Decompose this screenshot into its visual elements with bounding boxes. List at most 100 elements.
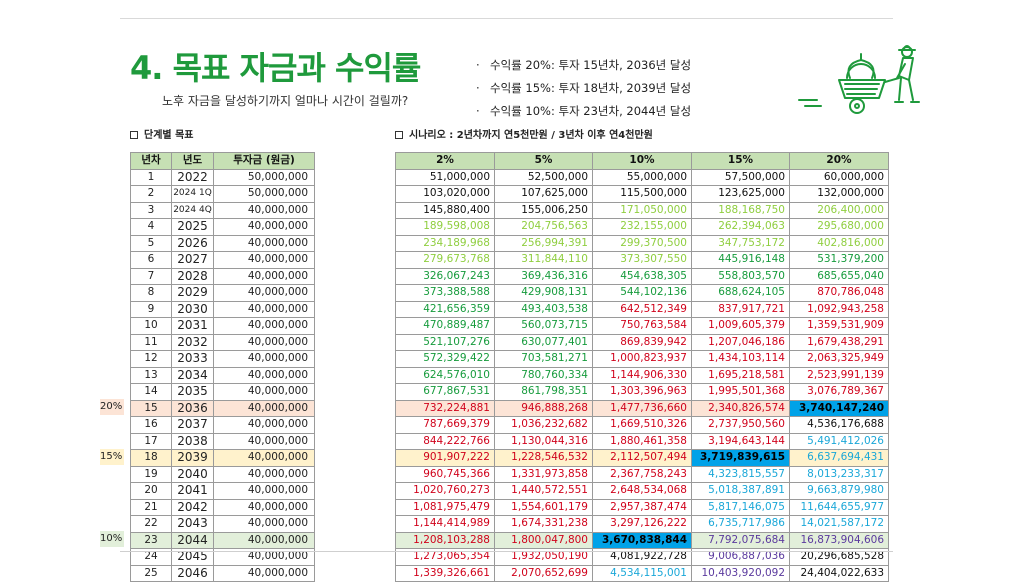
rate-marker: 20% xyxy=(100,399,124,415)
year-cell: 2036 xyxy=(171,399,214,417)
table-row: 1 2022 50,000,000 xyxy=(130,168,315,186)
table-row: 9 2030 40,000,000 xyxy=(130,300,315,318)
table-row: 521,107,276 630,077,401 869,839,942 1,207,0… xyxy=(395,333,889,351)
scenario-value-cell: 1,339,326,661 xyxy=(395,564,495,582)
table-row: 732,224,881 946,888,268 1,477,736,660 2,340… xyxy=(395,399,889,417)
table-row: 20 2041 40,000,000 xyxy=(130,482,315,500)
year-cell: 2022 xyxy=(171,168,214,186)
bullet-item: · 수익률 10%: 투자 23년차, 2044년 달성 xyxy=(476,100,691,123)
scenario-value-cell: 24,404,022,633 xyxy=(789,564,889,582)
year-cell: 2046 xyxy=(171,564,214,582)
scenario-value-cell: 1,000,823,937 xyxy=(592,350,692,368)
year-cell: 2032 xyxy=(171,333,214,351)
year-cell: 2042 xyxy=(171,498,214,516)
table-row: 12 2033 40,000,000 xyxy=(130,350,315,368)
scenario-value-cell: 123,625,000 xyxy=(691,185,790,203)
year-cell: 2038 xyxy=(171,432,214,450)
scenario-value-cell: 688,624,105 xyxy=(691,284,790,302)
scenario-value-cell: 3,670,838,844 xyxy=(592,531,692,549)
scenario-value-cell: 4,323,815,557 xyxy=(691,465,790,483)
table-row: 373,388,588 429,908,131 544,102,136 688,624… xyxy=(395,284,889,302)
scenario-value-cell: 1,207,046,186 xyxy=(691,333,790,351)
year-cell: 2028 xyxy=(171,267,214,285)
year-cell: 2033 xyxy=(171,350,214,368)
scenario-value-cell: 232,155,000 xyxy=(592,218,692,236)
scenario-value-cell: 946,888,268 xyxy=(494,399,593,417)
page-subtitle: 노후 자금을 달성하기까지 얼마나 시간이 걸릴까? xyxy=(162,94,409,108)
year-index-cell: 23 xyxy=(130,531,172,549)
principal-cell: 40,000,000 xyxy=(213,383,315,401)
bullet-dot-icon: · xyxy=(476,58,480,72)
scenario-value-cell: 204,756,563 xyxy=(494,218,593,236)
year-index-cell: 16 xyxy=(130,416,172,434)
scenario-value-cell: 454,638,305 xyxy=(592,267,692,285)
year-cell: 2031 xyxy=(171,317,214,335)
table-row: 14 2035 40,000,000 xyxy=(130,383,315,401)
col-header-year-index: 년차 xyxy=(130,152,172,170)
scenario-value-cell: 1,009,605,379 xyxy=(691,317,790,335)
scenario-value-cell: 3,740,147,240 xyxy=(789,399,889,417)
table-row: 21 2042 40,000,000 xyxy=(130,498,315,516)
table-row: 326,067,243 369,436,316 454,638,305 558,803… xyxy=(395,267,889,285)
scenario-value-cell: 780,760,334 xyxy=(494,366,593,384)
year-index-cell: 6 xyxy=(130,251,172,269)
scenario-value-cell: 206,400,000 xyxy=(789,201,889,219)
target-table: 년차 년도 투자금 (원금) 1 2022 50,000,000 2 2024 1Q 50… xyxy=(130,152,315,582)
table-row: 145,880,400 155,006,250 171,050,000 188,168… xyxy=(395,201,889,219)
year-cell: 2035 xyxy=(171,383,214,401)
scenario-value-cell: 373,307,550 xyxy=(592,251,692,269)
table-row: 16 2037 40,000,000 xyxy=(130,416,315,434)
table-row: 572,329,422 703,581,271 1,000,823,937 1,434… xyxy=(395,350,889,368)
col-header-10pct: 10% xyxy=(592,152,692,170)
scenario-value-cell: 145,880,400 xyxy=(395,201,495,219)
principal-cell: 40,000,000 xyxy=(213,531,315,549)
scenario-value-cell: 837,917,721 xyxy=(691,300,790,318)
year-index-cell: 20 xyxy=(130,482,172,500)
principal-cell: 40,000,000 xyxy=(213,300,315,318)
table-row: 279,673,768 311,844,110 373,307,550 445,916… xyxy=(395,251,889,269)
scenario-value-cell: 6,735,717,986 xyxy=(691,515,790,533)
year-index-cell: 15 xyxy=(130,399,172,417)
table-row: 51,000,000 52,500,000 55,000,000 57,500,000… xyxy=(395,168,889,186)
principal-cell: 40,000,000 xyxy=(213,498,315,516)
year-index-cell: 24 xyxy=(130,548,172,566)
principal-cell: 40,000,000 xyxy=(213,284,315,302)
year-index-cell: 8 xyxy=(130,284,172,302)
principal-cell: 40,000,000 xyxy=(213,515,315,533)
table-row: 10 2031 40,000,000 xyxy=(130,317,315,335)
principal-cell: 40,000,000 xyxy=(213,366,315,384)
principal-cell: 40,000,000 xyxy=(213,234,315,252)
scenario-value-cell: 234,189,968 xyxy=(395,234,495,252)
scenario-value-cell: 901,907,222 xyxy=(395,449,495,467)
scenario-value-cell: 531,379,200 xyxy=(789,251,889,269)
table-header-row: 2% 5% 10% 15% 20% xyxy=(395,152,889,170)
table-row: 677,867,531 861,798,351 1,303,396,963 1,995… xyxy=(395,383,889,401)
scenario-value-cell: 115,500,000 xyxy=(592,185,692,203)
scenario-value-cell: 9,006,887,036 xyxy=(691,548,790,566)
scenario-value-cell: 3,719,839,615 xyxy=(691,449,790,467)
year-cell: 2030 xyxy=(171,300,214,318)
scenario-value-cell: 5,491,412,026 xyxy=(789,432,889,450)
table-row: 23 2044 40,000,000 xyxy=(130,531,315,549)
scenario-value-cell: 3,297,126,222 xyxy=(592,515,692,533)
scenario-value-cell: 1,092,943,258 xyxy=(789,300,889,318)
scenario-value-cell: 1,674,331,238 xyxy=(494,515,593,533)
table-row: 1,020,760,273 1,440,572,551 2,648,534,068 5… xyxy=(395,482,889,500)
table-row: 1,339,326,661 2,070,652,699 4,534,115,001 1… xyxy=(395,564,889,582)
year-index-cell: 12 xyxy=(130,350,172,368)
summary-bullets: · 수익률 20%: 투자 15년차, 2036년 달성 · 수익률 15%: 투자… xyxy=(476,54,691,123)
scenario-value-cell: 311,844,110 xyxy=(494,251,593,269)
right-section-label: 시나리오 : 2년차까지 연5천만원 / 3년차 이후 연4천만원 xyxy=(395,126,653,141)
scenario-value-cell: 103,020,000 xyxy=(395,185,495,203)
scenario-value-cell: 1,331,973,858 xyxy=(494,465,593,483)
col-header-20pct: 20% xyxy=(789,152,889,170)
principal-cell: 40,000,000 xyxy=(213,333,315,351)
scenario-value-cell: 544,102,136 xyxy=(592,284,692,302)
scenario-value-cell: 6,637,694,431 xyxy=(789,449,889,467)
scenario-value-cell: 1,554,601,179 xyxy=(494,498,593,516)
scenario-value-cell: 1,081,975,479 xyxy=(395,498,495,516)
scenario-value-cell: 1,036,232,682 xyxy=(494,416,593,434)
scenario-value-cell: 16,873,904,606 xyxy=(789,531,889,549)
table-row: 18 2039 40,000,000 xyxy=(130,449,315,467)
scenario-value-cell: 8,013,233,317 xyxy=(789,465,889,483)
